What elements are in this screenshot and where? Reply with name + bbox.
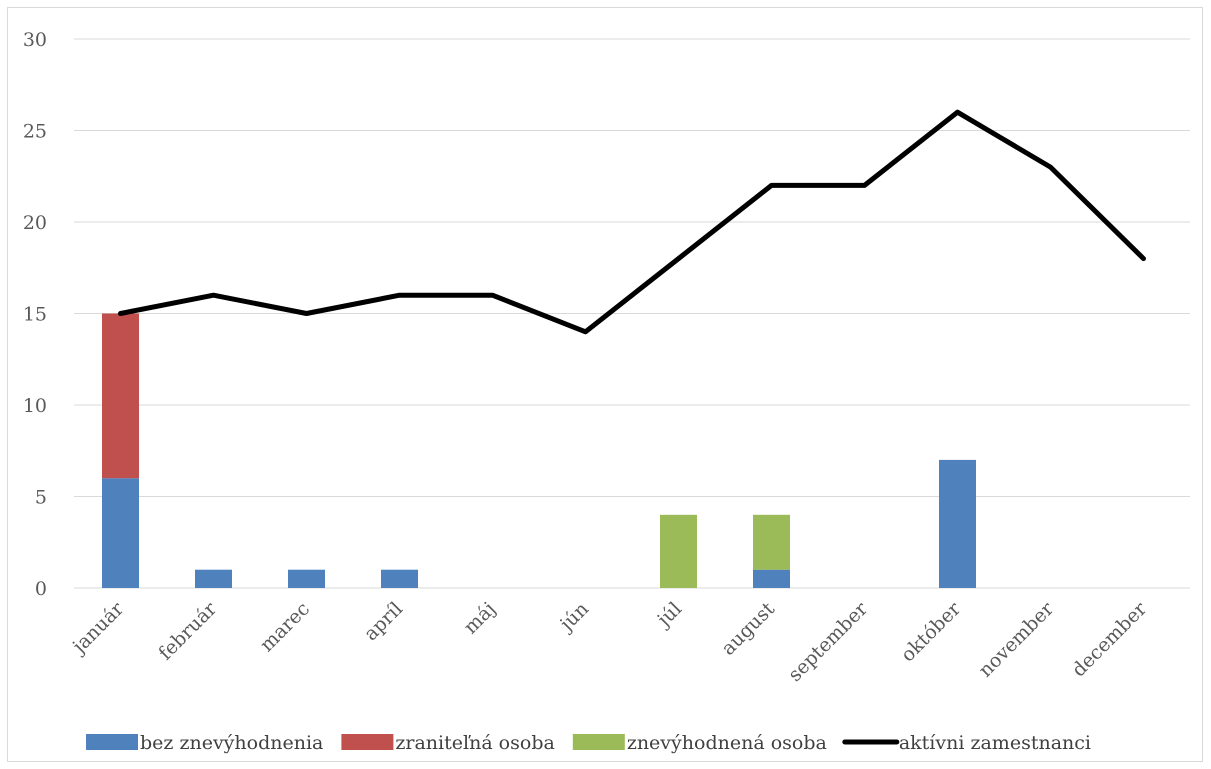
- line-point: [306, 313, 307, 314]
- line-point: [678, 258, 679, 260]
- legend-item: zraniteľná osoba: [341, 732, 555, 754]
- y-tick-label: 25: [23, 121, 47, 143]
- x-tick-label: október: [897, 597, 966, 666]
- line-point: [492, 294, 493, 296]
- legend-label: bez znevýhodnenia: [140, 732, 323, 754]
- x-tick-label: november: [974, 597, 1058, 681]
- line-point: [213, 294, 214, 296]
- y-tick-label: 20: [23, 212, 47, 234]
- legend-item: bez znevýhodnenia: [86, 732, 323, 754]
- x-tick-label: január: [67, 597, 129, 659]
- legend-item: aktívni zamestnanci: [842, 732, 1091, 754]
- bar-segment: [753, 514, 790, 570]
- y-axis: 0 5 10 15 20 25 30: [23, 29, 47, 600]
- x-tick-label: august: [717, 598, 779, 660]
- x-tick-label: júl: [652, 598, 686, 632]
- bars: [102, 313, 976, 588]
- line-point: [771, 184, 772, 186]
- line-series-path: [118, 109, 1146, 335]
- bar-segment: [195, 569, 232, 588]
- line-point: [585, 331, 586, 333]
- legend: bez znevýhodnenia zraniteľná osoba znevýho…: [86, 732, 1091, 754]
- legend-swatch: [572, 734, 625, 750]
- gridlines: [74, 38, 1190, 589]
- legend-swatch: [341, 734, 394, 750]
- chart-frame: [7, 7, 1203, 762]
- bar-segment: [381, 569, 418, 588]
- x-tick-label: marec: [256, 598, 314, 656]
- x-tick-label: máj: [460, 598, 500, 638]
- line-point: [120, 313, 121, 314]
- y-tick-label: 30: [23, 29, 47, 51]
- x-tick-label: apríl: [360, 598, 407, 645]
- x-tick-label: február: [154, 597, 221, 664]
- line-point: [957, 111, 958, 113]
- legend-label: zraniteľná osoba: [395, 732, 554, 754]
- line-point: [1050, 166, 1051, 168]
- y-tick-label: 15: [23, 304, 47, 326]
- line-series: [118, 109, 1146, 335]
- legend-label: aktívni zamestnanci: [899, 732, 1091, 754]
- bar-segment: [102, 478, 139, 588]
- x-tick-label: december: [1068, 597, 1152, 681]
- line-point: [399, 294, 400, 296]
- legend-swatch: [86, 734, 138, 750]
- legend-item: znevýhodnená osoba: [572, 732, 827, 754]
- line-point: [1143, 258, 1144, 260]
- x-tick-label: jún: [555, 598, 593, 636]
- y-tick-label: 10: [23, 395, 47, 417]
- bar-segment: [288, 569, 325, 588]
- x-axis: január február marec apríl máj jún júl august se…: [67, 597, 1152, 686]
- bar-segment: [660, 514, 697, 588]
- bar-segment: [753, 569, 790, 588]
- y-tick-label: 0: [35, 578, 47, 600]
- bar-segment: [939, 459, 976, 588]
- legend-label: znevýhodnená osoba: [627, 732, 827, 754]
- line-point: [864, 184, 865, 186]
- bar-segment: [102, 313, 139, 479]
- x-tick-label: september: [784, 597, 873, 686]
- y-tick-label: 5: [35, 487, 47, 509]
